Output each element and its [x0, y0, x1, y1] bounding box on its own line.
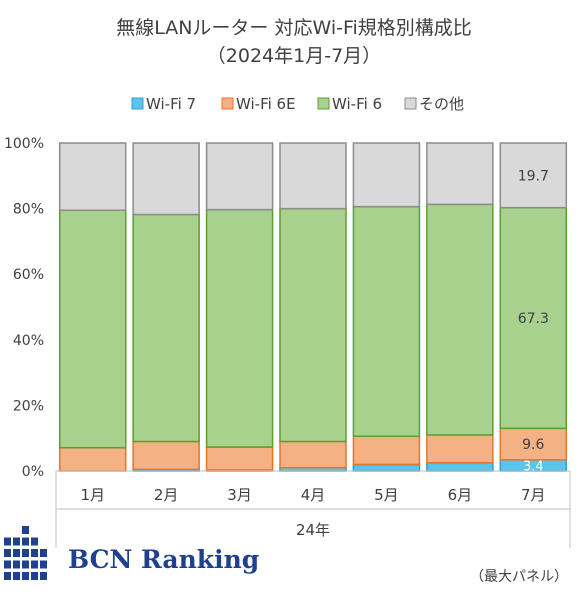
x-tick-label: 5月 — [374, 486, 399, 504]
bar-segment-3 — [205, 142, 274, 211]
logo-square — [31, 572, 38, 580]
data-label: 19.7 — [518, 168, 549, 184]
logo-square — [4, 549, 11, 557]
bar-segment-1 — [426, 434, 494, 464]
bar-segment-1 — [279, 440, 347, 469]
legend: Wi-Fi 7 Wi-Fi 6E Wi-Fi 6 その他 — [131, 95, 464, 113]
logo-square — [40, 549, 47, 557]
x-tick-label: 6月 — [448, 486, 473, 504]
y-tick-label: 20% — [13, 398, 44, 414]
y-tick-label: 0% — [22, 464, 44, 480]
logo-square — [22, 549, 29, 557]
legend-swatch-3 — [404, 97, 417, 110]
bar-segment-0 — [352, 463, 421, 472]
bar-segment-2 — [426, 203, 494, 436]
bar-segment-2 — [499, 206, 568, 430]
bar-segment-3 — [352, 142, 421, 208]
data-label: 3.4 — [523, 459, 544, 474]
y-tick-label: 40% — [13, 333, 44, 349]
y-tick-label: 60% — [13, 267, 44, 283]
logo-square — [22, 537, 29, 546]
bar-segment-3 — [58, 142, 127, 211]
data-label: 9.6 — [522, 437, 544, 453]
logo-square — [4, 572, 11, 580]
data-labels: 3.4 9.6 67.3 19.7 — [518, 168, 549, 474]
legend-label-2: Wi-Fi 6 — [332, 95, 382, 113]
bar-segment-1 — [132, 440, 200, 471]
bar-segment-1 — [58, 446, 127, 472]
x-tick-label: 1月 — [80, 486, 105, 504]
logo-square — [13, 537, 20, 546]
bar-segment-3 — [279, 142, 347, 210]
bar-segment-0 — [426, 462, 494, 472]
chart-subtitle: （2024年1月-7月） — [207, 45, 381, 67]
logo-square — [31, 537, 38, 546]
legend-label-3: その他 — [419, 95, 464, 113]
x-axis: 1月 2月 3月 4月 5月 6月 7月 24年 — [55, 470, 571, 548]
bars — [58, 142, 568, 472]
bar-segment-1 — [205, 446, 274, 471]
logo-square — [31, 549, 38, 557]
footnote: （最大パネル） — [470, 569, 568, 585]
logo-square — [4, 560, 11, 569]
legend-label-1: Wi-Fi 6E — [236, 95, 296, 113]
chart-title: 無線LANルーター 対応Wi-Fi規格別構成比 — [116, 17, 472, 39]
category-labels: 1月 2月 3月 4月 5月 6月 7月 — [80, 486, 545, 504]
bar-segment-2 — [279, 207, 347, 443]
logo-square — [22, 560, 29, 569]
logo-square — [40, 560, 47, 569]
y-tick-label: 80% — [13, 202, 44, 218]
x-tick-label: 2月 — [154, 486, 179, 504]
bar-segment-1 — [499, 427, 568, 461]
logo-square — [31, 560, 38, 569]
x-tick-label: 3月 — [227, 486, 252, 504]
bar-segment-3 — [426, 142, 494, 206]
bar-segment-3 — [132, 142, 200, 216]
legend-swatch-2 — [317, 97, 330, 110]
y-tick-label: 100% — [4, 136, 44, 152]
bcn-ranking-logo-text: BCN Ranking — [68, 545, 259, 574]
y-axis: 0% 20% 40% 60% 80% 100% — [4, 136, 44, 480]
x-tick-label: 4月 — [301, 486, 326, 504]
logo-square — [40, 572, 47, 580]
logo-square — [4, 537, 11, 546]
logo-square — [22, 572, 29, 580]
bar-segment-2 — [352, 205, 421, 437]
legend-label-0: Wi-Fi 7 — [146, 95, 196, 113]
bcn-logo-icon — [4, 526, 47, 580]
bar-segment-3 — [499, 142, 568, 209]
data-label: 67.3 — [518, 311, 549, 327]
legend-swatch-1 — [221, 97, 234, 110]
logo-square — [13, 572, 20, 580]
legend-swatch-0 — [131, 97, 144, 110]
bar-segment-2 — [205, 208, 274, 448]
logo-square — [22, 526, 29, 534]
bar-segment-2 — [132, 213, 200, 443]
bcn-logo: BCN Ranking — [4, 526, 259, 580]
logo-square — [13, 560, 20, 569]
logo-square — [13, 549, 20, 557]
x-tick-label: 7月 — [521, 486, 546, 504]
x-axis-group-label: 24年 — [296, 521, 330, 539]
bar-segment-1 — [352, 435, 421, 466]
bar-segment-2 — [58, 209, 127, 449]
